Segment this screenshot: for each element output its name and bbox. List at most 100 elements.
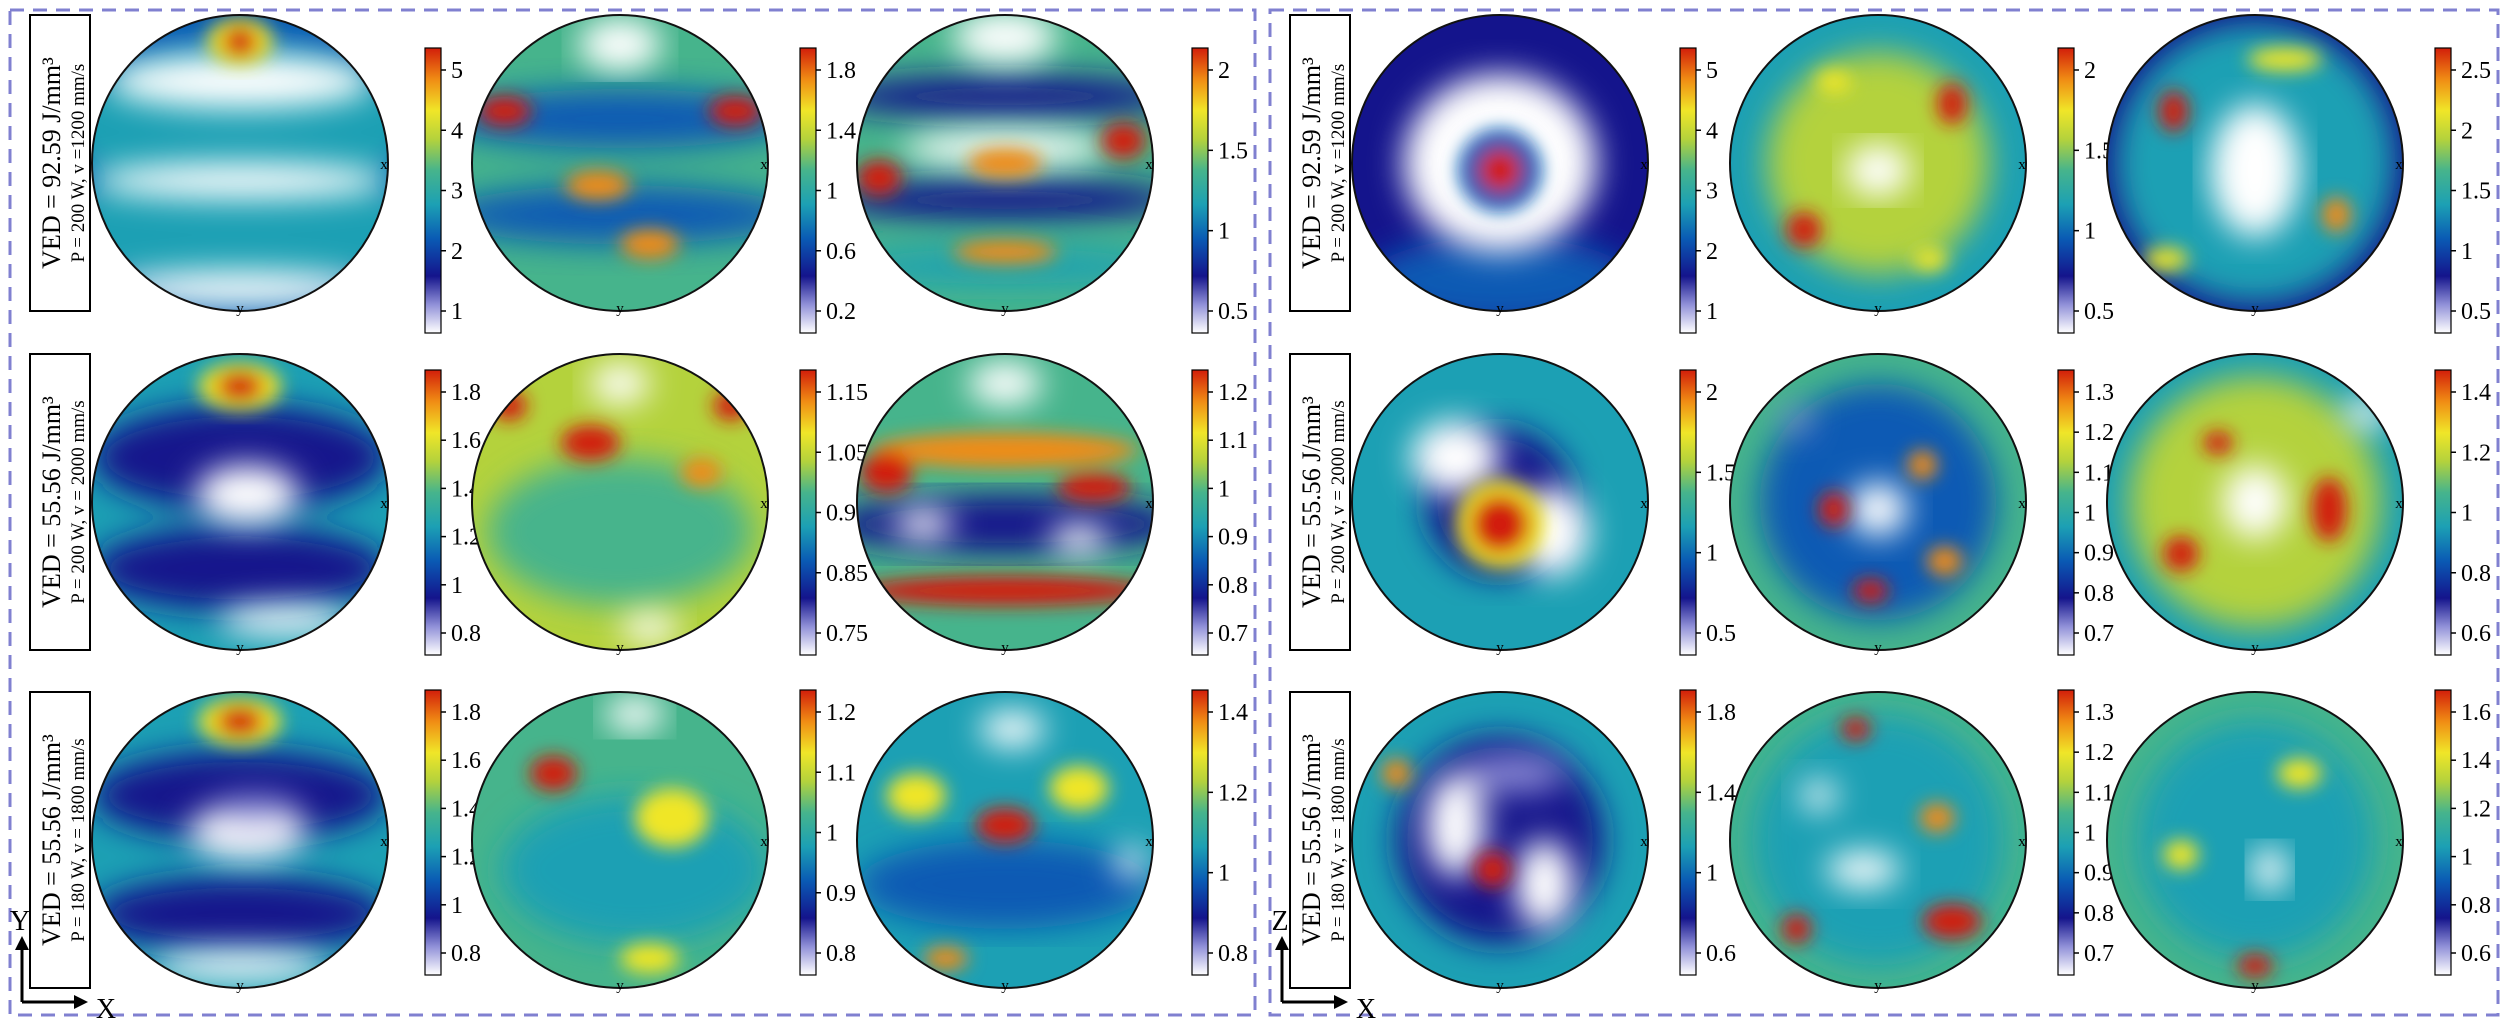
- arrow-up-icon: [15, 936, 29, 950]
- colorbar-tick-label: 1: [1218, 476, 1230, 502]
- pole-figure-b-r1-c2: [1730, 15, 2026, 311]
- colorbar-tick-label: 0.6: [2461, 941, 2491, 967]
- colorbar-tick-label: 1.2: [2084, 420, 2114, 446]
- colorbar-tick-label: 0.8: [2084, 901, 2114, 927]
- pole-marker-x: x: [380, 834, 388, 850]
- pole-marker-x: x: [1145, 157, 1153, 173]
- pole-figure-b-r1-c3: [2107, 15, 2403, 311]
- pole-marker-x: x: [760, 496, 768, 512]
- colorbar: [2435, 48, 2451, 333]
- colorbar-tick-label: 0.6: [2461, 621, 2491, 647]
- colorbar-tick-label: 1: [1706, 541, 1718, 567]
- colorbar: [1680, 690, 1696, 975]
- colorbar-tick-label: 0.8: [451, 621, 481, 647]
- colorbar: [800, 48, 816, 333]
- colorbar-tick-label: 0.9: [1218, 525, 1248, 551]
- pole-marker-y: y: [1874, 301, 1882, 317]
- pole-figure-outline: [856, 691, 1154, 989]
- colorbar-tick-label: 0.75: [826, 621, 868, 647]
- pole-figure-outline: [91, 353, 389, 651]
- colorbar-tick-label: 1.8: [1706, 700, 1736, 726]
- colorbar-tick-label: 1.2: [2461, 440, 2491, 466]
- pole-marker-y: y: [1001, 301, 1009, 317]
- pole-marker-x: x: [1640, 157, 1648, 173]
- colorbar-tick-label: 1.8: [451, 700, 481, 726]
- colorbar: [2435, 370, 2451, 655]
- pole-figure-a-r2-c1: [92, 354, 388, 650]
- colorbar-tick-label: 3: [1706, 179, 1718, 205]
- pole-marker-x: x: [2395, 496, 2403, 512]
- pole-figure-outline: [471, 14, 769, 312]
- colorbar-tick-label: 1: [2461, 501, 2473, 527]
- pole-figure-outline: [2106, 691, 2404, 989]
- pole-figure-outline: [91, 691, 389, 989]
- colorbar-tick-label: 1.4: [826, 118, 856, 144]
- colorbar-tick-label: 5: [1706, 58, 1718, 84]
- colorbar-tick-label: 1.3: [2084, 380, 2114, 406]
- colorbar-tick-label: 1.6: [2461, 700, 2491, 726]
- panel-b-frame: [1268, 8, 2500, 1017]
- row-label-box: [29, 14, 91, 312]
- colorbar-tick-label: 1.6: [451, 748, 481, 774]
- colorbar-tick-label: 1.1: [826, 760, 856, 786]
- pole-figure-a-r3-c1: [92, 692, 388, 988]
- colorbar-tick-label: 0.6: [1706, 941, 1736, 967]
- pole-marker-x: x: [2018, 157, 2026, 173]
- row-label-box: [29, 691, 91, 989]
- colorbar-tick-label: 1.15: [826, 380, 868, 406]
- pole-marker-x: x: [1640, 496, 1648, 512]
- pole-marker-y: y: [236, 301, 244, 317]
- colorbar-tick-label: 0.5: [2461, 299, 2491, 325]
- colorbar-tick-label: 0.8: [451, 941, 481, 967]
- row-label-box: [1289, 353, 1351, 651]
- colorbar-tick-label: 1.1: [1218, 428, 1248, 454]
- colorbar-tick-label: 1.5: [1218, 138, 1248, 164]
- colorbar: [800, 690, 816, 975]
- pole-marker-y: y: [2251, 640, 2259, 656]
- colorbar: [1192, 690, 1208, 975]
- colorbar-frame: [2434, 689, 2452, 976]
- pole-figure-outline: [471, 691, 769, 989]
- colorbar-tick-label: 1.2: [1218, 780, 1248, 806]
- axis-label-horizontal: X: [96, 994, 116, 1025]
- axis-label-vertical: Z: [1271, 906, 1288, 937]
- row-label-ved: VED = 55.56 J/mm³: [1297, 734, 1326, 946]
- row-label-ved: VED = 92.59 J/mm³: [37, 57, 66, 269]
- pole-figure-b-r2-c2: [1730, 354, 2026, 650]
- pole-marker-x: x: [2395, 157, 2403, 173]
- pole-figure-a-r2-c2: [472, 354, 768, 650]
- colorbar-tick-label: 4: [1706, 118, 1718, 144]
- row-label: VED = 92.59 J/mm³ P = 200 W, v =1200 mm/s: [1289, 14, 1351, 312]
- colorbar: [2435, 690, 2451, 975]
- colorbar-tick-label: 0.5: [1706, 621, 1736, 647]
- colorbar-tick-label: 2: [1706, 239, 1718, 265]
- colorbar-tick-label: 2: [2084, 58, 2096, 84]
- pole-marker-y: y: [2251, 978, 2259, 994]
- colorbar-tick-label: 1: [451, 299, 463, 325]
- row-label-params: P = 200 W, v = 2000 mm/s: [68, 400, 89, 603]
- colorbar-tick-label: 1: [826, 821, 838, 847]
- colorbar-tick-label: 0.7: [2084, 621, 2114, 647]
- colorbar-tick-label: 1.2: [2084, 740, 2114, 766]
- colorbar-tick-label: 1: [826, 179, 838, 205]
- colorbar: [425, 690, 441, 975]
- colorbar: [2058, 370, 2074, 655]
- colorbar-tick-label: 0.8: [826, 941, 856, 967]
- pole-marker-y: y: [1001, 978, 1009, 994]
- colorbar-tick-label: 2: [2461, 118, 2473, 144]
- colorbar-tick-label: 0.8: [1218, 941, 1248, 967]
- colorbar-tick-label: 1.4: [2461, 380, 2491, 406]
- colorbar-tick-label: 1: [451, 573, 463, 599]
- colorbar-tick-label: 1.8: [826, 58, 856, 84]
- pole-marker-x: x: [1640, 834, 1648, 850]
- colorbar-tick-label: 1.3: [2084, 700, 2114, 726]
- colorbar-tick-label: 0.85: [826, 561, 868, 587]
- colorbar-tick-label: 1.1: [2084, 780, 2114, 806]
- colorbar-frame: [1191, 689, 1209, 976]
- panel-a-frame: [8, 8, 1257, 1017]
- colorbar-tick-label: 0.6: [826, 239, 856, 265]
- colorbar-tick-label: 1: [2084, 821, 2096, 847]
- row-label-params: P = 180 W, v = 1800 mm/s: [1328, 738, 1349, 941]
- row-label-box: [1289, 691, 1351, 989]
